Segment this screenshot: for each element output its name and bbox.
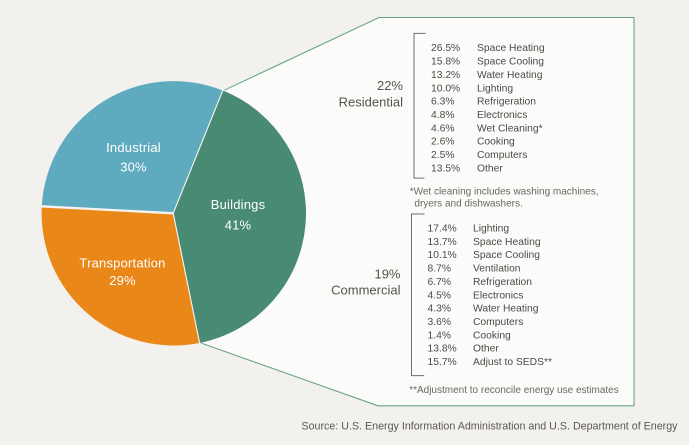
svg-text:Computers: Computers (473, 317, 523, 328)
svg-text:4.3%: 4.3% (428, 304, 451, 315)
svg-text:13.8%: 13.8% (428, 344, 457, 355)
svg-text:13.5%: 13.5% (431, 163, 460, 174)
svg-text:Space Cooling: Space Cooling (477, 57, 544, 68)
svg-text:29%: 29% (109, 273, 136, 288)
svg-text:Refrigeration: Refrigeration (473, 277, 532, 288)
svg-text:Lighting: Lighting (473, 224, 509, 235)
svg-text:10.1%: 10.1% (428, 250, 457, 261)
svg-text:19%: 19% (374, 266, 400, 281)
svg-text:Industrial: Industrial (106, 140, 161, 155)
svg-text:4.6%: 4.6% (431, 123, 454, 134)
svg-text:*Wet cleaning includes washing: *Wet cleaning includes washing machines, (410, 187, 599, 198)
svg-text:41%: 41% (225, 217, 252, 232)
svg-text:Cooking: Cooking (473, 330, 511, 341)
svg-text:**Adjustment to reconcile ener: **Adjustment to reconcile energy use est… (409, 385, 619, 396)
svg-text:Refrigeration: Refrigeration (477, 97, 536, 108)
svg-text:Transportation: Transportation (79, 255, 165, 270)
svg-text:Buildings: Buildings (211, 197, 266, 212)
svg-text:Other: Other (477, 163, 503, 174)
svg-text:Commercial: Commercial (331, 283, 400, 298)
svg-text:2.5%: 2.5% (431, 150, 454, 161)
svg-text:Other: Other (473, 344, 499, 355)
svg-text:15.8%: 15.8% (431, 57, 460, 68)
svg-text:Source: U.S. Energy Informatio: Source: U.S. Energy Information Administ… (301, 420, 678, 432)
svg-text:8.7%: 8.7% (428, 264, 451, 275)
svg-text:Space Cooling: Space Cooling (473, 250, 540, 261)
svg-text:Cooking: Cooking (477, 137, 515, 148)
svg-text:17.4%: 17.4% (428, 224, 457, 235)
svg-text:Ventilation: Ventilation (473, 264, 521, 275)
svg-text:4.8%: 4.8% (431, 110, 454, 121)
svg-text:10.0%: 10.0% (431, 83, 460, 94)
svg-text:6.3%: 6.3% (431, 97, 454, 108)
svg-text:6.7%: 6.7% (428, 277, 451, 288)
svg-text:13.7%: 13.7% (428, 237, 457, 248)
svg-text:Space Heating: Space Heating (477, 43, 545, 54)
svg-text:Electronics: Electronics (473, 290, 523, 301)
svg-text:Water Heating: Water Heating (473, 304, 539, 315)
svg-text:Adjust to SEDS**: Adjust to SEDS** (473, 357, 552, 368)
svg-text:1.4%: 1.4% (428, 330, 451, 341)
svg-text:30%: 30% (120, 159, 147, 174)
svg-text:26.5%: 26.5% (431, 43, 460, 54)
svg-text:Residential: Residential (339, 95, 403, 110)
svg-text:Water Heating: Water Heating (477, 70, 543, 81)
svg-text:13.2%: 13.2% (431, 70, 460, 81)
svg-text:dryers and dishwashers.: dryers and dishwashers. (414, 198, 522, 209)
svg-text:3.6%: 3.6% (428, 317, 451, 328)
svg-text:Lighting: Lighting (477, 83, 513, 94)
svg-text:2.6%: 2.6% (431, 137, 454, 148)
svg-text:15.7%: 15.7% (428, 357, 457, 368)
svg-text:Space Heating: Space Heating (473, 237, 541, 248)
svg-text:22%: 22% (377, 78, 403, 93)
svg-text:Electronics: Electronics (477, 110, 527, 121)
svg-text:4.5%: 4.5% (428, 290, 451, 301)
svg-text:Wet Cleaning*: Wet Cleaning* (477, 123, 543, 134)
svg-text:Computers: Computers (477, 150, 527, 161)
